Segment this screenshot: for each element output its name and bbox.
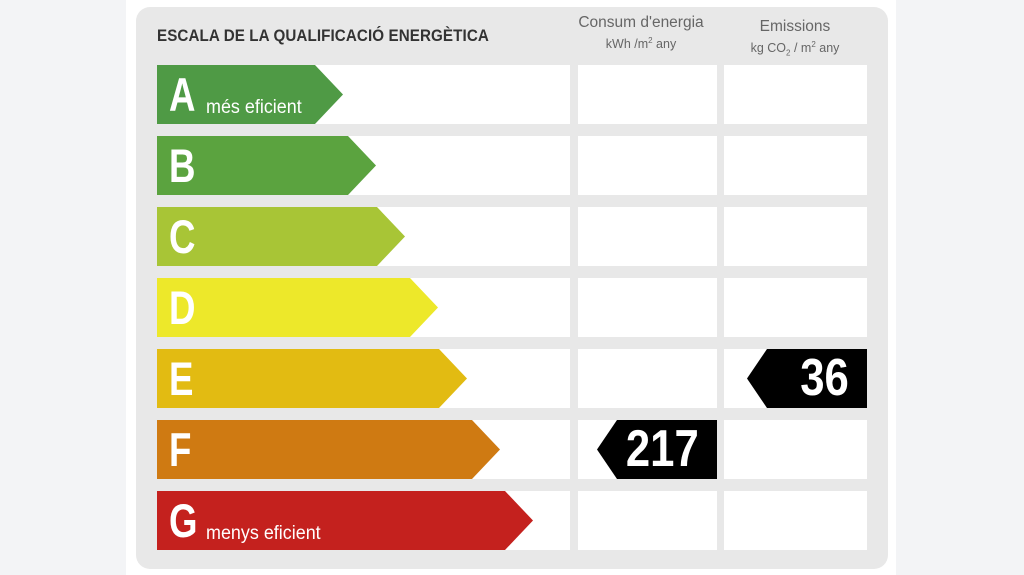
cons-cell (578, 278, 717, 337)
rating-arrow-f: F (157, 420, 500, 479)
rating-note: més eficient (206, 96, 302, 118)
rating-letter: B (169, 139, 196, 192)
emissions-column-header: Emissions kg CO2 / m2 any (725, 18, 865, 58)
rating-arrow-d: D (157, 278, 438, 337)
rating-letter: E (169, 352, 194, 405)
cons-cell (578, 65, 717, 124)
cons-cell (578, 207, 717, 266)
rating-row-f: F 217 (0, 420, 1024, 479)
rating-letter: D (169, 281, 196, 334)
emissions-value-badge: 36 (747, 349, 867, 408)
emissions-unit: kg CO2 / m2 any (750, 40, 840, 58)
consumption-column-header: Consum d'energia kWh /m2 any (578, 14, 704, 51)
emissions-label: Emissions (759, 18, 831, 35)
emissions-value: 36 (800, 349, 849, 407)
cons-cell (578, 349, 717, 408)
consumption-label: Consum d'energia (578, 14, 704, 31)
rating-row-c: C (0, 207, 1024, 266)
cons-cell (578, 491, 717, 550)
rating-letter: G (169, 494, 198, 547)
consumption-value-badge: 217 (597, 420, 717, 479)
consumption-value: 217 (626, 420, 699, 478)
scale-title: ESCALA DE LA QUALIFICACIÓ ENERGÈTICA (157, 27, 489, 45)
rating-letter: A (169, 68, 196, 121)
rating-letter: C (169, 210, 196, 263)
cons-cell (578, 136, 717, 195)
rating-note: menys eficient (206, 522, 321, 544)
emi-cell (724, 65, 867, 124)
rating-row-d: D (0, 278, 1024, 337)
rating-letter: F (169, 423, 192, 476)
emi-cell (724, 207, 867, 266)
rating-arrow-b: B (157, 136, 376, 195)
emi-cell (724, 278, 867, 337)
consumption-unit: kWh /m2 any (605, 36, 677, 52)
emi-cell (724, 491, 867, 550)
emi-cell (724, 136, 867, 195)
emi-cell (724, 420, 867, 479)
rating-arrow-e: E (157, 349, 467, 408)
rating-row-b: B (0, 136, 1024, 195)
rating-row-e: E 36 (0, 349, 1024, 408)
rating-arrow-c: C (157, 207, 405, 266)
